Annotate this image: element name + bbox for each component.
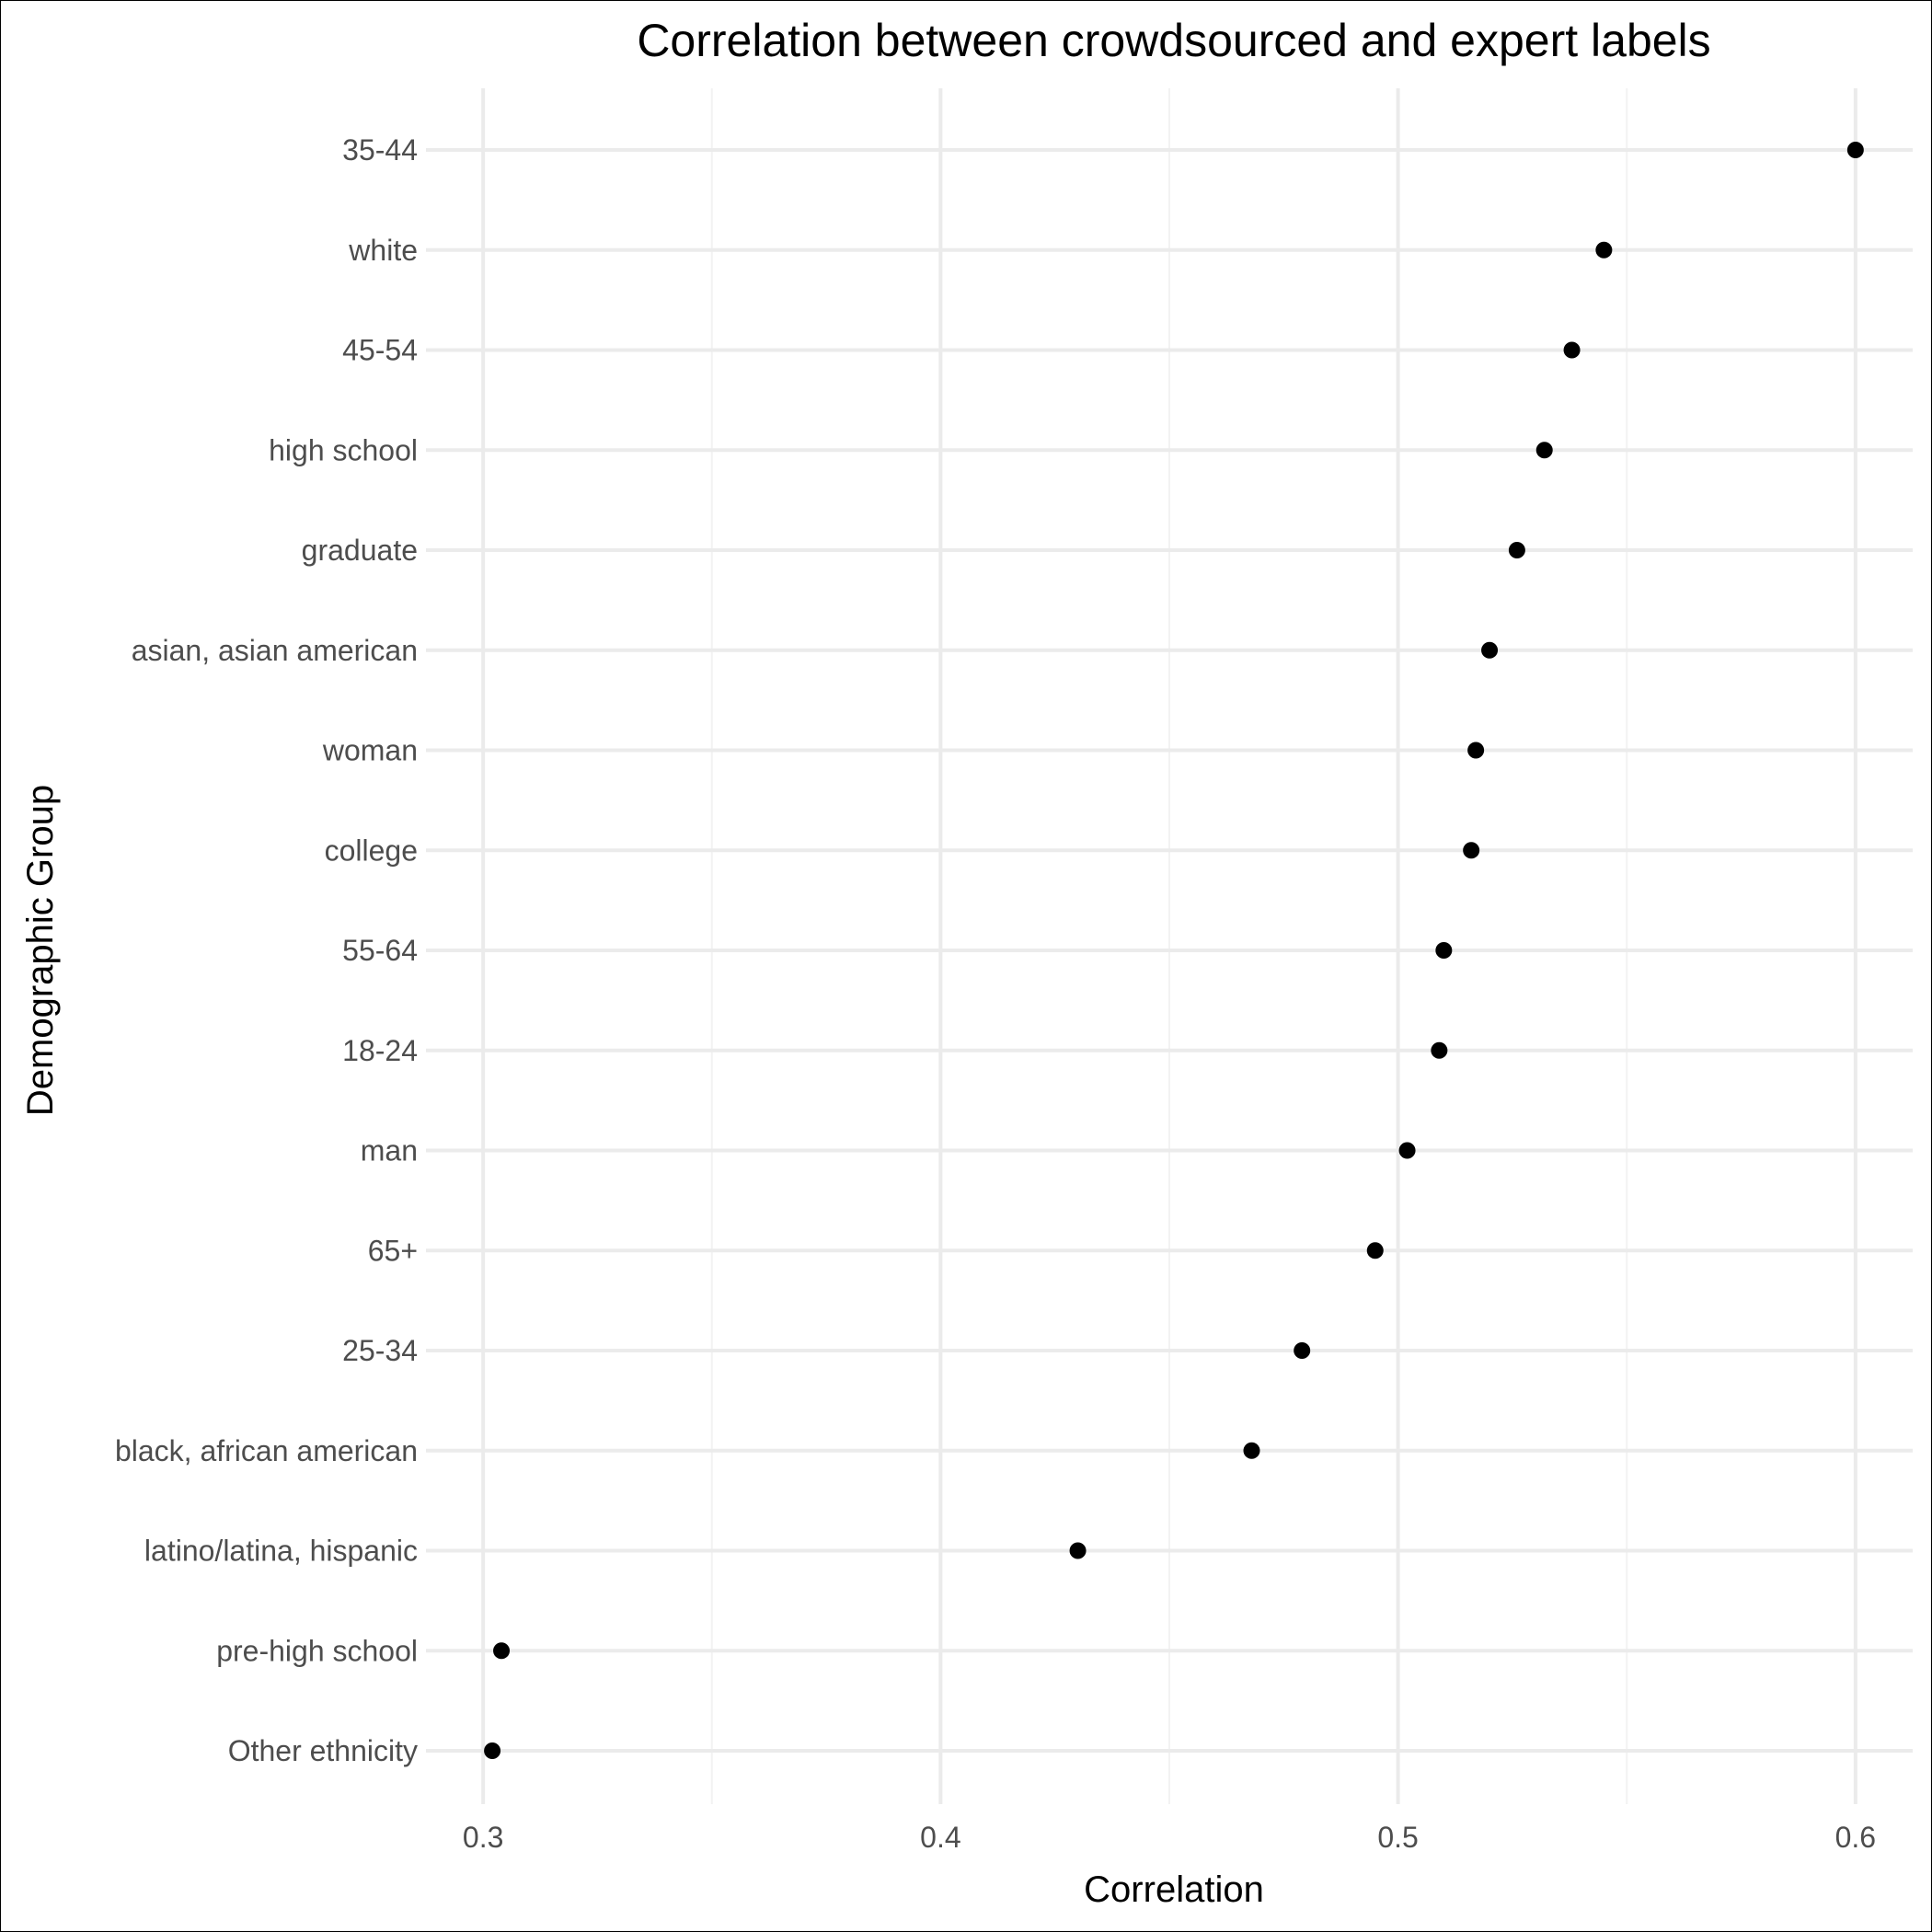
y-tick-label: pre-high school bbox=[216, 1634, 418, 1667]
y-tick-label: 18-24 bbox=[342, 1034, 418, 1067]
chart-title: Correlation between crowdsourced and exp… bbox=[637, 15, 1710, 66]
y-tick-label: white bbox=[348, 234, 418, 267]
data-points bbox=[484, 142, 1864, 1759]
data-point bbox=[1846, 142, 1864, 158]
y-tick-label: 55-64 bbox=[342, 934, 418, 967]
data-point bbox=[493, 1642, 511, 1660]
y-tick-label: black, african american bbox=[115, 1434, 418, 1467]
data-point bbox=[1069, 1542, 1087, 1559]
data-point bbox=[1481, 641, 1499, 659]
data-point bbox=[1467, 742, 1485, 759]
y-tick-label: latino/latina, hispanic bbox=[144, 1535, 418, 1568]
data-point bbox=[1463, 842, 1480, 859]
y-tick-label: graduate bbox=[302, 534, 418, 567]
data-point bbox=[1595, 241, 1613, 259]
data-point bbox=[1563, 341, 1581, 359]
x-tick-labels: 0.3 0.4 0.5 0.6 bbox=[463, 1821, 1876, 1854]
x-tick-label: 0.5 bbox=[1377, 1821, 1418, 1854]
y-tick-label: Other ethnicity bbox=[228, 1734, 418, 1767]
y-tick-label: 65+ bbox=[368, 1234, 418, 1267]
y-tick-labels: 35-44 white 45-54 high school graduate asian,… bbox=[115, 133, 418, 1767]
data-point bbox=[1366, 1242, 1384, 1259]
data-point bbox=[1398, 1142, 1416, 1159]
x-tick-label: 0.3 bbox=[463, 1821, 503, 1854]
y-axis-title: Demographic Group bbox=[20, 785, 61, 1116]
data-point bbox=[484, 1742, 501, 1759]
y-tick-label: 25-34 bbox=[342, 1334, 418, 1367]
y-tick-label: woman bbox=[322, 734, 418, 767]
y-tick-label: 35-44 bbox=[342, 133, 418, 167]
y-tick-label: man bbox=[361, 1134, 418, 1167]
data-point bbox=[1243, 1442, 1260, 1459]
major-gridlines bbox=[426, 88, 1913, 1804]
y-tick-label: asian, asian american bbox=[132, 634, 418, 667]
x-tick-label: 0.4 bbox=[920, 1821, 960, 1854]
data-point bbox=[1535, 442, 1553, 459]
x-axis-title: Correlation bbox=[1084, 1869, 1264, 1910]
data-point bbox=[1508, 542, 1525, 558]
y-tick-label: 45-54 bbox=[342, 334, 418, 367]
data-point bbox=[1294, 1342, 1311, 1359]
x-tick-label: 0.6 bbox=[1835, 1821, 1876, 1854]
y-tick-label: high school bbox=[269, 433, 418, 466]
y-tick-label: college bbox=[325, 834, 418, 867]
data-point bbox=[1431, 1041, 1448, 1059]
minor-gridlines bbox=[710, 88, 1628, 1804]
data-point bbox=[1435, 942, 1453, 959]
